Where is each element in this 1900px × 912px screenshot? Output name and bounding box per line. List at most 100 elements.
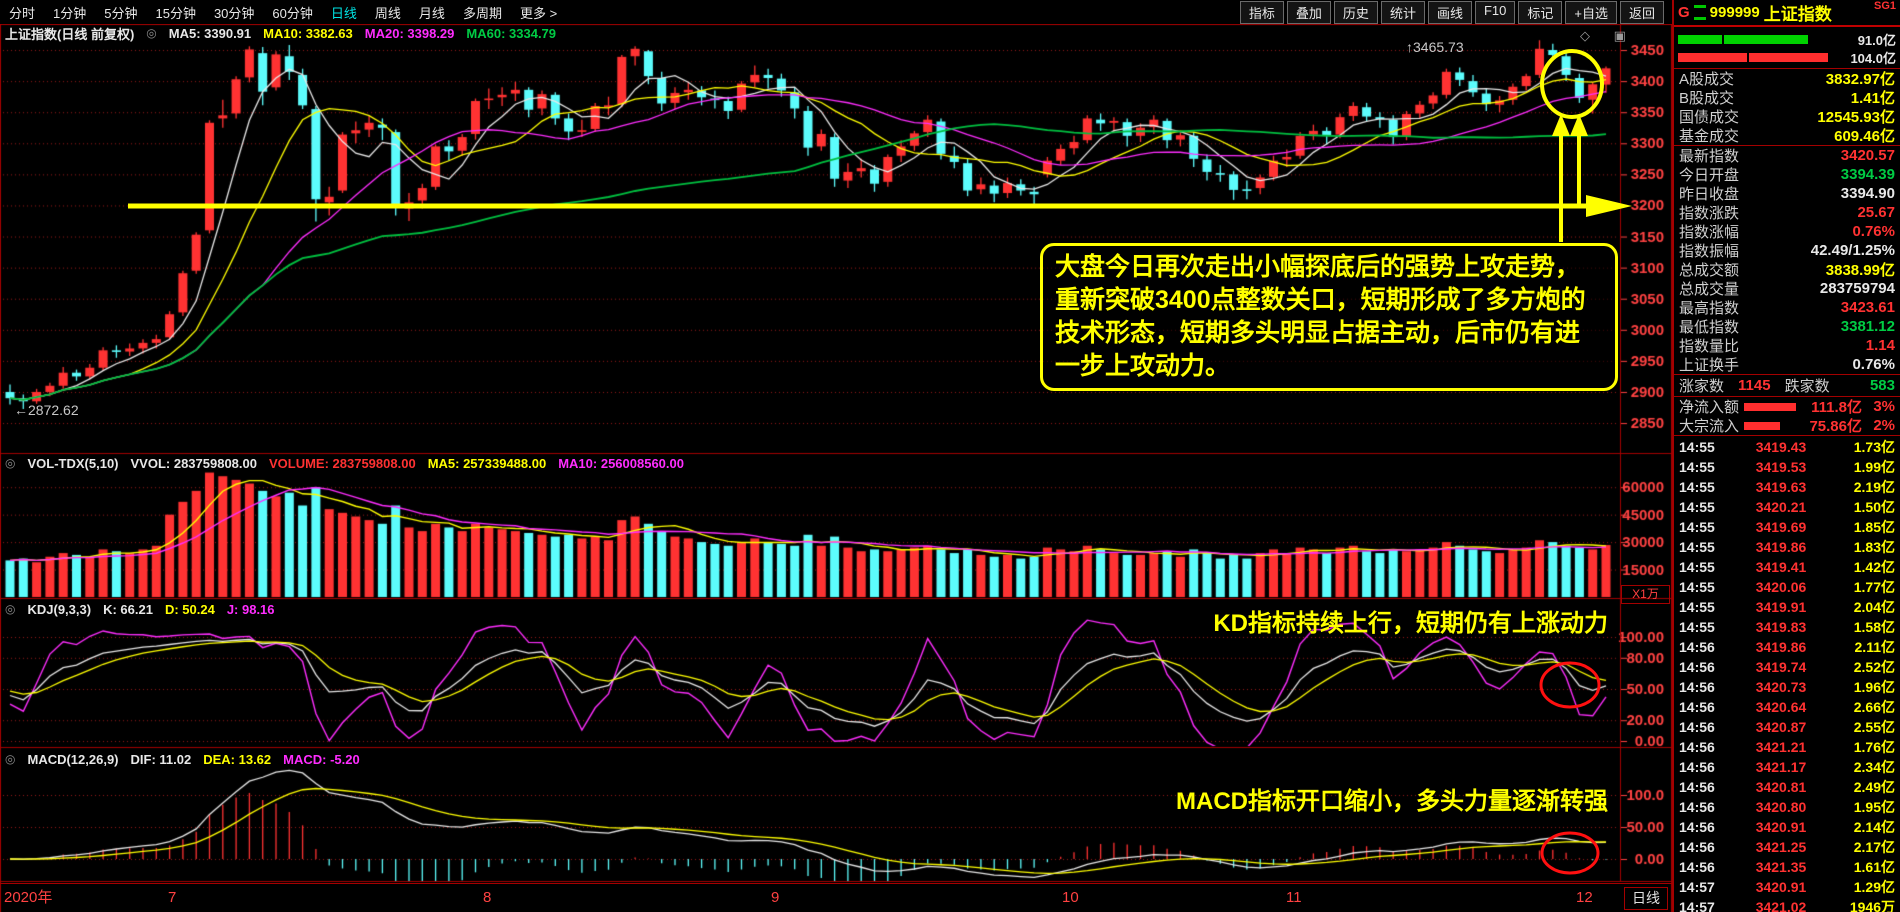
tick-row[interactable]: 14:55 3419.83 1.58亿: [1674, 617, 1900, 637]
tick-row[interactable]: 14:55 3420.21 1.50亿: [1674, 497, 1900, 517]
tick-row[interactable]: 14:56 3420.87 2.55亿: [1674, 717, 1900, 737]
index-stat-row: 总成交额 3838.99亿: [1674, 260, 1900, 279]
toolbar-period-6[interactable]: 日线: [330, 5, 357, 21]
tick-row[interactable]: 14:56 3420.80 1.95亿: [1674, 797, 1900, 817]
buy-bar-segment: [1678, 34, 1722, 44]
tick-price: 3419.53: [1755, 459, 1807, 475]
tick-row[interactable]: 14:56 3421.17 2.34亿: [1674, 757, 1900, 777]
vol-ma10-value: MA10: 256008560.00: [558, 455, 684, 471]
period-indicator[interactable]: 日线: [1624, 887, 1668, 910]
tick-row[interactable]: 14:56 3421.21 1.76亿: [1674, 737, 1900, 757]
money-flow-section: 净流入额 111.8亿 3% 大宗流入 75.86亿 2%: [1674, 396, 1900, 435]
tick-amount: 2.11亿: [1854, 639, 1895, 655]
toolbar-period-2[interactable]: 5分钟: [104, 5, 138, 21]
stock-code[interactable]: 999999: [1709, 4, 1760, 21]
pane-collapse-icon[interactable]: ◎: [5, 456, 16, 470]
index-stat-row-label: 指数涨幅: [1679, 224, 1740, 241]
flow-label: 大宗流入: [1679, 418, 1740, 435]
volume-pane-title-row: ◎ VOL-TDX(5,10) VVOL: 283759808.00 VOLUM…: [5, 455, 684, 471]
toolbar-button-7[interactable]: +自选: [1565, 0, 1617, 24]
index-stat-row-value: 0.76%: [1852, 356, 1895, 373]
tick-row[interactable]: 14:56 3419.86 2.11亿: [1674, 637, 1900, 657]
tick-amount: 2.19亿: [1853, 479, 1895, 495]
tick-row[interactable]: 14:56 3420.73 1.96亿: [1674, 677, 1900, 697]
tick-row[interactable]: 14:55 3419.86 1.83亿: [1674, 537, 1900, 557]
tick-time: 14:56: [1679, 819, 1715, 835]
axis-year-label: 2020年: [4, 889, 53, 906]
toolbar-period-5[interactable]: 60分钟: [272, 5, 313, 21]
tick-row[interactable]: 14:56 3420.81 2.49亿: [1674, 777, 1900, 797]
tick-price: 3420.81: [1755, 779, 1807, 795]
tick-price: 3420.06: [1755, 579, 1807, 595]
tick-row[interactable]: 14:56 3421.25 2.17亿: [1674, 837, 1900, 857]
tick-row[interactable]: 14:56 3421.35 1.61亿: [1674, 857, 1900, 877]
decliners-count: 583: [1869, 377, 1895, 394]
toolbar-button-5[interactable]: F10: [1474, 0, 1516, 24]
turnover-row-label: 国债成交: [1679, 109, 1740, 126]
index-stat-row: 昨日收盘 3394.90: [1674, 184, 1900, 203]
tick-row[interactable]: 14:55 3419.91 2.04亿: [1674, 597, 1900, 617]
toolbar-period-3[interactable]: 15分钟: [155, 5, 196, 21]
toolbar-button-2[interactable]: 历史: [1333, 0, 1378, 24]
annotation-line: 重新突破3400点整数关口，短期形成了多方炮的: [1055, 286, 1586, 314]
pane-collapse-icon[interactable]: ◎: [146, 26, 157, 40]
toolbar-period-10[interactable]: 更多 >: [519, 5, 558, 21]
tick-price: 3420.64: [1755, 699, 1807, 715]
chart-stage[interactable]: 上证指数(日线 前复权) ◎ MA5: 3390.91 MA10: 3382.6…: [0, 24, 1672, 912]
tick-time: 14:55: [1679, 479, 1715, 495]
toolbar-button-8[interactable]: 返回: [1619, 0, 1664, 24]
pane-collapse-icon[interactable]: ◎: [5, 752, 16, 766]
pane-window-icons[interactable]: ◇ ▣: [1580, 28, 1636, 43]
pane-collapse-icon[interactable]: ◎: [5, 602, 16, 616]
tick-amount: 1946万: [1849, 899, 1895, 912]
index-stat-row: 指数量比 1.14: [1674, 336, 1900, 355]
toolbar-period-1[interactable]: 1分钟: [53, 5, 87, 21]
tick-price: 3419.83: [1755, 619, 1807, 635]
tick-time: 14:56: [1679, 699, 1715, 715]
toolbar-button-3[interactable]: 统计: [1380, 0, 1425, 24]
index-stat-row-label: 指数涨跌: [1679, 205, 1740, 222]
kdj-j-value: J: 98.16: [226, 601, 275, 617]
index-stat-row: 今日开盘 3394.39: [1674, 165, 1900, 184]
tick-row[interactable]: 14:56 3420.91 2.14亿: [1674, 817, 1900, 837]
toolbar-period-9[interactable]: 多周期: [462, 5, 502, 21]
tick-price: 3419.43: [1755, 439, 1807, 455]
tick-price: 3420.91: [1755, 879, 1807, 895]
tick-row[interactable]: 14:55 3420.06 1.77亿: [1674, 577, 1900, 597]
axis-month-label: 9: [771, 889, 780, 906]
toolbar-button-0[interactable]: 指标: [1239, 0, 1284, 24]
index-stat-row-label: 总成交量: [1679, 281, 1740, 298]
corner-badge: SG1: [1873, 0, 1896, 12]
tick-row[interactable]: 14:57 3421.02 1946万: [1674, 897, 1900, 912]
tick-row[interactable]: 14:55 3419.41 1.42亿: [1674, 557, 1900, 577]
index-stat-row-label: 今日开盘: [1679, 167, 1740, 184]
tick-row[interactable]: 14:55 3419.63 2.19亿: [1674, 477, 1900, 497]
toolbar-period-4[interactable]: 30分钟: [213, 5, 255, 21]
quote-panel: G 999999 上证指数 SG1 91.0亿 104.0亿 A股成交 3832.…: [1672, 0, 1900, 912]
tick-row[interactable]: 14:55 3419.43 1.73亿: [1674, 437, 1900, 457]
tick-time: 14:55: [1679, 599, 1715, 615]
tick-row[interactable]: 14:57 3420.91 1.29亿: [1674, 877, 1900, 897]
instrument-title: 上证指数(日线 前复权): [5, 26, 135, 42]
tick-row[interactable]: 14:55 3419.53 1.99亿: [1674, 457, 1900, 477]
ma20-value: MA20: 3398.29: [364, 25, 455, 41]
tick-amount: 1.95亿: [1853, 799, 1895, 815]
lowest-price-marker: ←2872.62: [14, 402, 79, 418]
stock-name[interactable]: 上证指数: [1763, 5, 1832, 24]
toolbar-period-7[interactable]: 周线: [374, 5, 401, 21]
tick-amount: 1.50亿: [1853, 499, 1895, 515]
tick-time: 14:55: [1679, 459, 1715, 475]
tick-row[interactable]: 14:56 3420.64 2.66亿: [1674, 697, 1900, 717]
toolbar-button-1[interactable]: 叠加: [1286, 0, 1331, 24]
toolbar-button-6[interactable]: 标记: [1518, 0, 1563, 24]
toolbar-period-0[interactable]: 分时: [9, 5, 36, 21]
chart-column: 分时 1分钟 5分钟 15分钟 30分钟 60分钟 日线 周线 月线 多周期 更多 > 指标 叠加 历史…: [0, 0, 1672, 912]
tick-row[interactable]: 14:55 3419.69 1.85亿: [1674, 517, 1900, 537]
toolbar-button-4[interactable]: 画线: [1427, 0, 1472, 24]
price-chart-canvas[interactable]: [0, 24, 1672, 912]
tick-time: 14:57: [1679, 879, 1715, 895]
tick-row[interactable]: 14:56 3419.74 2.52亿: [1674, 657, 1900, 677]
vvol-value: VVOL: 283759808.00: [130, 455, 257, 471]
index-stat-row: 指数振幅 42.49/1.25%: [1674, 241, 1900, 260]
toolbar-period-8[interactable]: 月线: [418, 5, 445, 21]
